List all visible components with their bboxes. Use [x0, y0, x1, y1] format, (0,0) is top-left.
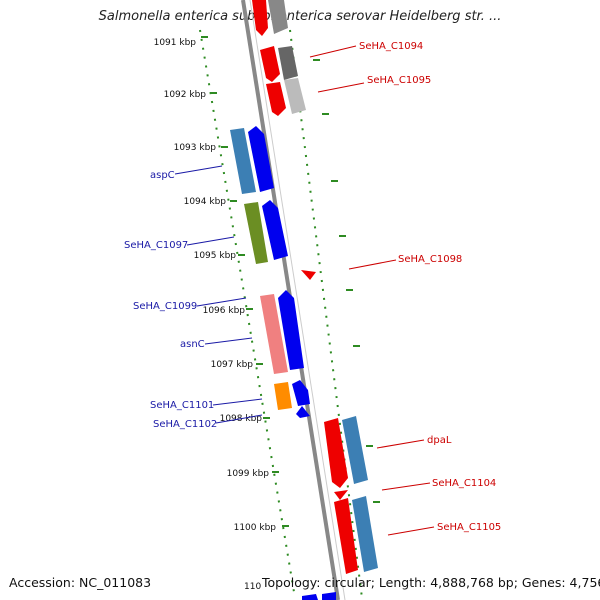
scale-label: 1092 kbp	[164, 90, 207, 100]
gene-arrow	[260, 46, 280, 82]
scale-label: 1096 kbp	[203, 306, 246, 316]
gene-arrow	[334, 490, 348, 500]
gene-label: asnC	[180, 339, 205, 350]
gene-arrow	[302, 594, 318, 600]
map-title: Salmonella enterica subsp. enterica sero…	[98, 9, 502, 24]
gene-arrow	[334, 498, 358, 574]
gene-label: SeHA_C1101	[150, 400, 214, 411]
gene-box	[274, 382, 292, 410]
gene-label: SeHA_C1104	[432, 478, 496, 489]
gene-box	[260, 294, 288, 374]
gene-arrow	[266, 82, 286, 116]
gene-box	[284, 78, 306, 114]
gene-arrow	[278, 290, 304, 370]
gene-arrow	[322, 592, 336, 600]
scale-label: 1100 kbp	[234, 523, 277, 533]
gene-label: SeHA_C1098	[398, 254, 462, 265]
gene-features	[230, 0, 378, 600]
gene-box	[352, 496, 378, 572]
scale-ticks	[201, 36, 380, 527]
scale-labels: 1091 kbp 1092 kbp 1093 kbp 1094 kbp 1095…	[154, 38, 277, 533]
gene-label: SeHA_C1102	[153, 419, 217, 430]
gene-label: SeHA_C1099	[133, 301, 197, 312]
gene-box	[230, 128, 256, 194]
gene-label: SeHA_C1097	[124, 240, 188, 251]
scale-label-partial: 110	[244, 582, 262, 592]
scale-label: 1091 kbp	[154, 38, 197, 48]
gene-box	[244, 202, 268, 264]
gene-label: SeHA_C1105	[437, 522, 501, 533]
scale-label: 1093 kbp	[174, 143, 217, 153]
topology-text: Topology: circular; Length: 4,888,768 bp…	[262, 575, 600, 590]
gene-arrow	[248, 126, 274, 192]
gene-box	[268, 0, 288, 34]
scale-label: 1094 kbp	[184, 197, 227, 207]
gene-arrow	[301, 270, 316, 280]
scale-label: 1097 kbp	[211, 360, 254, 370]
gene-arrow	[292, 380, 310, 406]
right-gene-labels: SeHA_C1094 SeHA_C1095 SeHA_C1098 dpaL Se…	[309, 41, 501, 536]
gene-arrow	[252, 0, 268, 36]
accession-text: Accession: NC_011083	[9, 575, 152, 590]
gene-box	[278, 46, 298, 80]
gene-arrow	[296, 406, 310, 418]
gene-label: aspC	[150, 170, 175, 181]
scale-label: 1099 kbp	[227, 469, 270, 479]
gene-label: dpaL	[427, 435, 452, 446]
gene-box	[342, 416, 368, 484]
gene-arrow	[262, 200, 288, 260]
scale-dots	[199, 29, 363, 599]
gene-label: SeHA_C1095	[367, 75, 431, 86]
left-gene-labels: aspC SeHA_C1097 SeHA_C1099 asnC SeHA_C11…	[124, 165, 263, 430]
gene-arrow	[324, 418, 348, 488]
gene-label: SeHA_C1094	[359, 41, 423, 52]
scale-label: 1095 kbp	[194, 251, 237, 261]
